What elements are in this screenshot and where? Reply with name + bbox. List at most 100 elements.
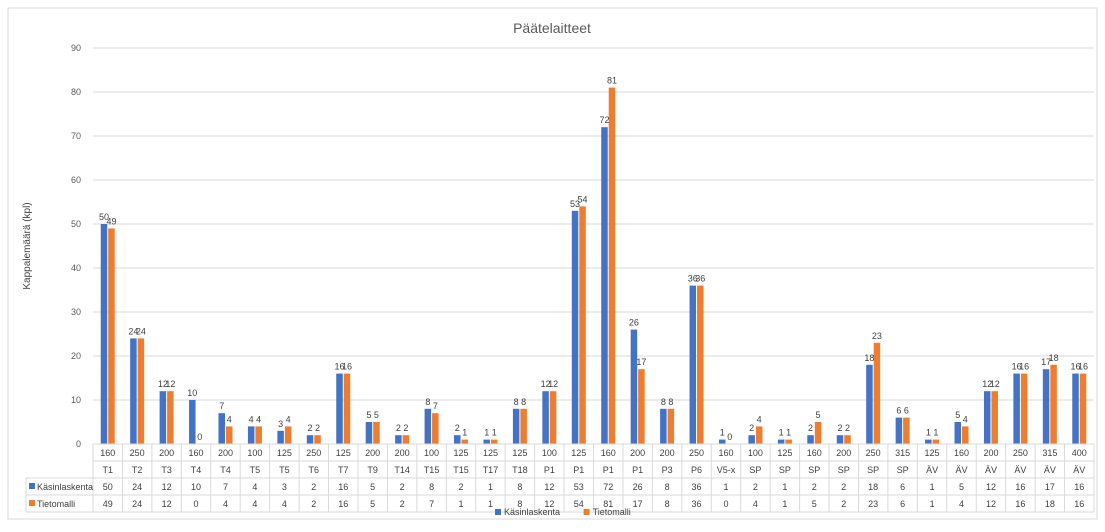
- category-label-bottom: T6: [309, 465, 320, 475]
- table-value: 8: [665, 482, 670, 492]
- table-series-name: Tietomalli: [37, 499, 75, 509]
- table-value: 12: [986, 499, 996, 509]
- bar-kasinlaskenta: [1042, 369, 1050, 444]
- category-label-bottom: T17: [483, 465, 499, 475]
- category-label-bottom: ÄV: [1044, 465, 1056, 475]
- data-label: 1: [933, 428, 938, 438]
- category-label-bottom: ÄV: [985, 465, 997, 475]
- category-label-top: 100: [247, 448, 262, 458]
- bar-kasinlaskenta: [424, 408, 432, 444]
- category-label-bottom: T15: [453, 465, 469, 475]
- bar-tietomalli: [991, 391, 998, 444]
- data-label: 8: [425, 397, 430, 407]
- table-value: 16: [1015, 482, 1025, 492]
- table-value: 2: [841, 482, 846, 492]
- table-value: 4: [282, 499, 287, 509]
- category-label-bottom: P1: [632, 465, 643, 475]
- data-label: 16: [342, 362, 352, 372]
- table-value: 72: [603, 482, 613, 492]
- data-label: 2: [808, 423, 813, 433]
- table-value: 49: [103, 499, 113, 509]
- bar-kasinlaskenta: [777, 439, 785, 444]
- data-label: 12: [165, 379, 175, 389]
- bar-kasinlaskenta: [895, 417, 903, 444]
- bar-tietomalli: [314, 435, 321, 444]
- data-label: 4: [256, 414, 261, 424]
- bar-kasinlaskenta: [454, 435, 461, 444]
- data-label: 4: [757, 414, 762, 424]
- data-label: 12: [158, 379, 168, 389]
- category-label-top: 125: [571, 448, 586, 458]
- bar-kasinlaskenta: [277, 430, 284, 444]
- category-label-top: 125: [777, 448, 792, 458]
- data-label: 24: [128, 326, 138, 336]
- data-label: 16: [334, 362, 344, 372]
- bar-tietomalli: [490, 439, 498, 444]
- data-label: 36: [695, 274, 705, 284]
- data-label: 12: [982, 379, 992, 389]
- category-label-top: 250: [866, 448, 881, 458]
- data-label: 16: [1078, 362, 1088, 372]
- table-value: 0: [194, 499, 199, 509]
- category-label-bottom: T18: [512, 465, 528, 475]
- table-value: 2: [400, 499, 405, 509]
- table-value: 8: [517, 499, 522, 509]
- table-value: 0: [723, 499, 728, 509]
- category-label-top: 160: [100, 448, 115, 458]
- data-label: 18: [1049, 353, 1059, 363]
- y-axis-label: Kappalemäärä (kpl): [22, 202, 33, 289]
- data-label: 72: [599, 115, 609, 125]
- category-label-top: 200: [983, 448, 998, 458]
- bar-kasinlaskenta: [218, 413, 225, 444]
- category-label-top: 160: [189, 448, 204, 458]
- bar-tietomalli: [432, 413, 439, 444]
- bar-tietomalli: [373, 422, 380, 444]
- table-value: 16: [338, 499, 348, 509]
- bar-kasinlaskenta: [571, 210, 579, 444]
- table-value: 6: [900, 499, 905, 509]
- data-label: 1: [786, 428, 791, 438]
- data-label: 12: [548, 379, 558, 389]
- data-label: 0: [197, 432, 202, 442]
- table-value: 50: [103, 482, 113, 492]
- bar-tietomalli: [1020, 373, 1028, 444]
- table-value: 2: [400, 482, 405, 492]
- category-label-bottom: T4: [220, 465, 231, 475]
- table-value: 5: [812, 499, 817, 509]
- bar-tietomalli: [932, 439, 940, 444]
- bar-kasinlaskenta: [983, 391, 991, 444]
- table-value: 5: [370, 499, 375, 509]
- table-value: 18: [1045, 499, 1055, 509]
- bars: [100, 87, 1087, 444]
- data-label: 8: [668, 397, 673, 407]
- table-value: 36: [692, 499, 702, 509]
- table-value: 1: [782, 499, 787, 509]
- legend-key: [495, 509, 501, 515]
- category-label-bottom: P1: [544, 465, 555, 475]
- data-label: 2: [403, 423, 408, 433]
- data-label: 1: [926, 428, 931, 438]
- table-value: 16: [1015, 499, 1025, 509]
- data-label: 8: [514, 397, 519, 407]
- table-value: 2: [311, 482, 316, 492]
- y-tick-label: 30: [71, 307, 81, 317]
- table-legend-key: [29, 483, 35, 489]
- data-label: 8: [661, 397, 666, 407]
- category-label-bottom: T9: [367, 465, 378, 475]
- category-label-top: 100: [542, 448, 557, 458]
- data-label: 2: [749, 423, 754, 433]
- bar-tietomalli: [343, 373, 351, 444]
- data-label: 1: [779, 428, 784, 438]
- category-label-top: 125: [453, 448, 468, 458]
- data-label: 2: [455, 423, 460, 433]
- table-value: 7: [429, 499, 434, 509]
- y-tick-label: 40: [71, 263, 81, 273]
- table-value: 24: [132, 482, 142, 492]
- data-label: 18: [864, 353, 874, 363]
- bar-kasinlaskenta: [130, 338, 137, 444]
- category-label-top: 200: [365, 448, 380, 458]
- data-label: 5: [816, 410, 821, 420]
- data-label: 7: [433, 401, 438, 411]
- bar-kasinlaskenta: [689, 285, 697, 444]
- table-value: 23: [868, 499, 878, 509]
